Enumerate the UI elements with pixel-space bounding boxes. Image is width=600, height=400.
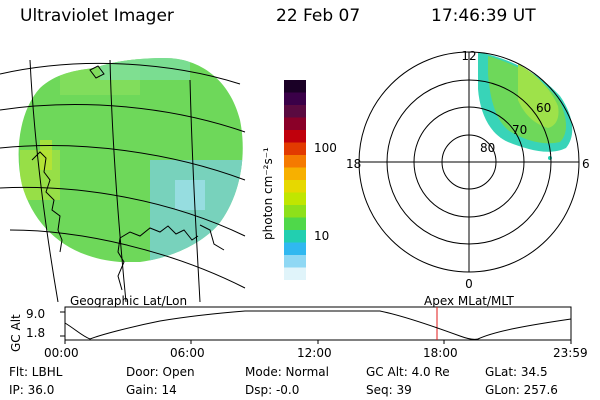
info-mode: Mode: Normal — [245, 365, 329, 379]
altitude-xtick-1800: 18:00 — [423, 346, 458, 360]
colorbar-tick-10: 10 — [314, 229, 330, 243]
ocean-fill — [150, 160, 243, 262]
mlt-label-18: 18 — [346, 157, 361, 171]
colorbar-cell — [284, 180, 306, 193]
polar-plot: 12 18 6 0 60 70 80 — [346, 49, 590, 291]
polar-panel-label: Apex MLat/MLT — [424, 294, 514, 308]
info-ip: IP: 36.0 — [9, 383, 55, 397]
mlt-label-6: 6 — [582, 157, 590, 171]
geographic-panel-label: Geographic Lat/Lon — [70, 294, 188, 308]
info-glon: GLon: 257.6 — [485, 383, 558, 397]
colorbar-cell — [284, 105, 306, 118]
info-filter: Flt: LBHL — [9, 365, 63, 379]
info-dsp: Dsp: -0.0 — [245, 383, 300, 397]
colorbar-cell — [284, 155, 306, 168]
colorbar-cell — [284, 130, 306, 143]
geographic-image — [0, 58, 246, 302]
altitude-xtick-1200: 12:00 — [297, 346, 332, 360]
colorbar-tick-100: 100 — [314, 141, 337, 155]
altitude-ytick-low: 1.8 — [26, 326, 46, 340]
lat-label-70: 70 — [512, 123, 527, 137]
colorbar-cell — [284, 142, 306, 156]
mlt-label-0: 0 — [465, 277, 473, 291]
colorbar-cell — [284, 117, 306, 131]
colorbar-cell — [284, 167, 306, 181]
lat-label-60: 60 — [536, 101, 551, 115]
lat-label-80: 80 — [480, 141, 495, 155]
info-door: Door: Open — [126, 365, 195, 379]
info-gain: Gain: 14 — [126, 383, 177, 397]
altitude-xtick-0600: 06:00 — [170, 346, 205, 360]
colorbar-cell — [284, 230, 306, 243]
date-label: 22 Feb 07 — [276, 6, 361, 26]
altitude-plot — [60, 306, 572, 344]
altitude-xtick-2359: 23:59 — [553, 346, 588, 360]
info-glat: GLat: 34.5 — [485, 365, 548, 379]
colorbar-cell — [284, 267, 306, 280]
info-gc-alt: GC Alt: 4.0 Re — [366, 365, 450, 379]
colorbar-cell — [284, 80, 306, 93]
colorbar-cell — [284, 92, 306, 106]
colorbar-cell — [284, 205, 306, 218]
info-seq: Seq: 39 — [366, 383, 412, 397]
colorbar-cell — [284, 192, 306, 206]
colorbar-cell — [284, 217, 306, 231]
colorbar-cell — [284, 255, 306, 268]
time-label: 17:46:39 UT — [431, 6, 536, 26]
colorbar — [284, 80, 306, 280]
altitude-xtick-0000: 00:00 — [44, 346, 79, 360]
instrument-title: Ultraviolet Imager — [20, 6, 174, 26]
colorbar-unit-label: photon cm⁻²s⁻¹ — [261, 147, 275, 240]
mlt-label-12: 12 — [461, 49, 476, 63]
colorbar-cell — [284, 242, 306, 256]
altitude-ytick-high: 9.0 — [26, 307, 46, 321]
